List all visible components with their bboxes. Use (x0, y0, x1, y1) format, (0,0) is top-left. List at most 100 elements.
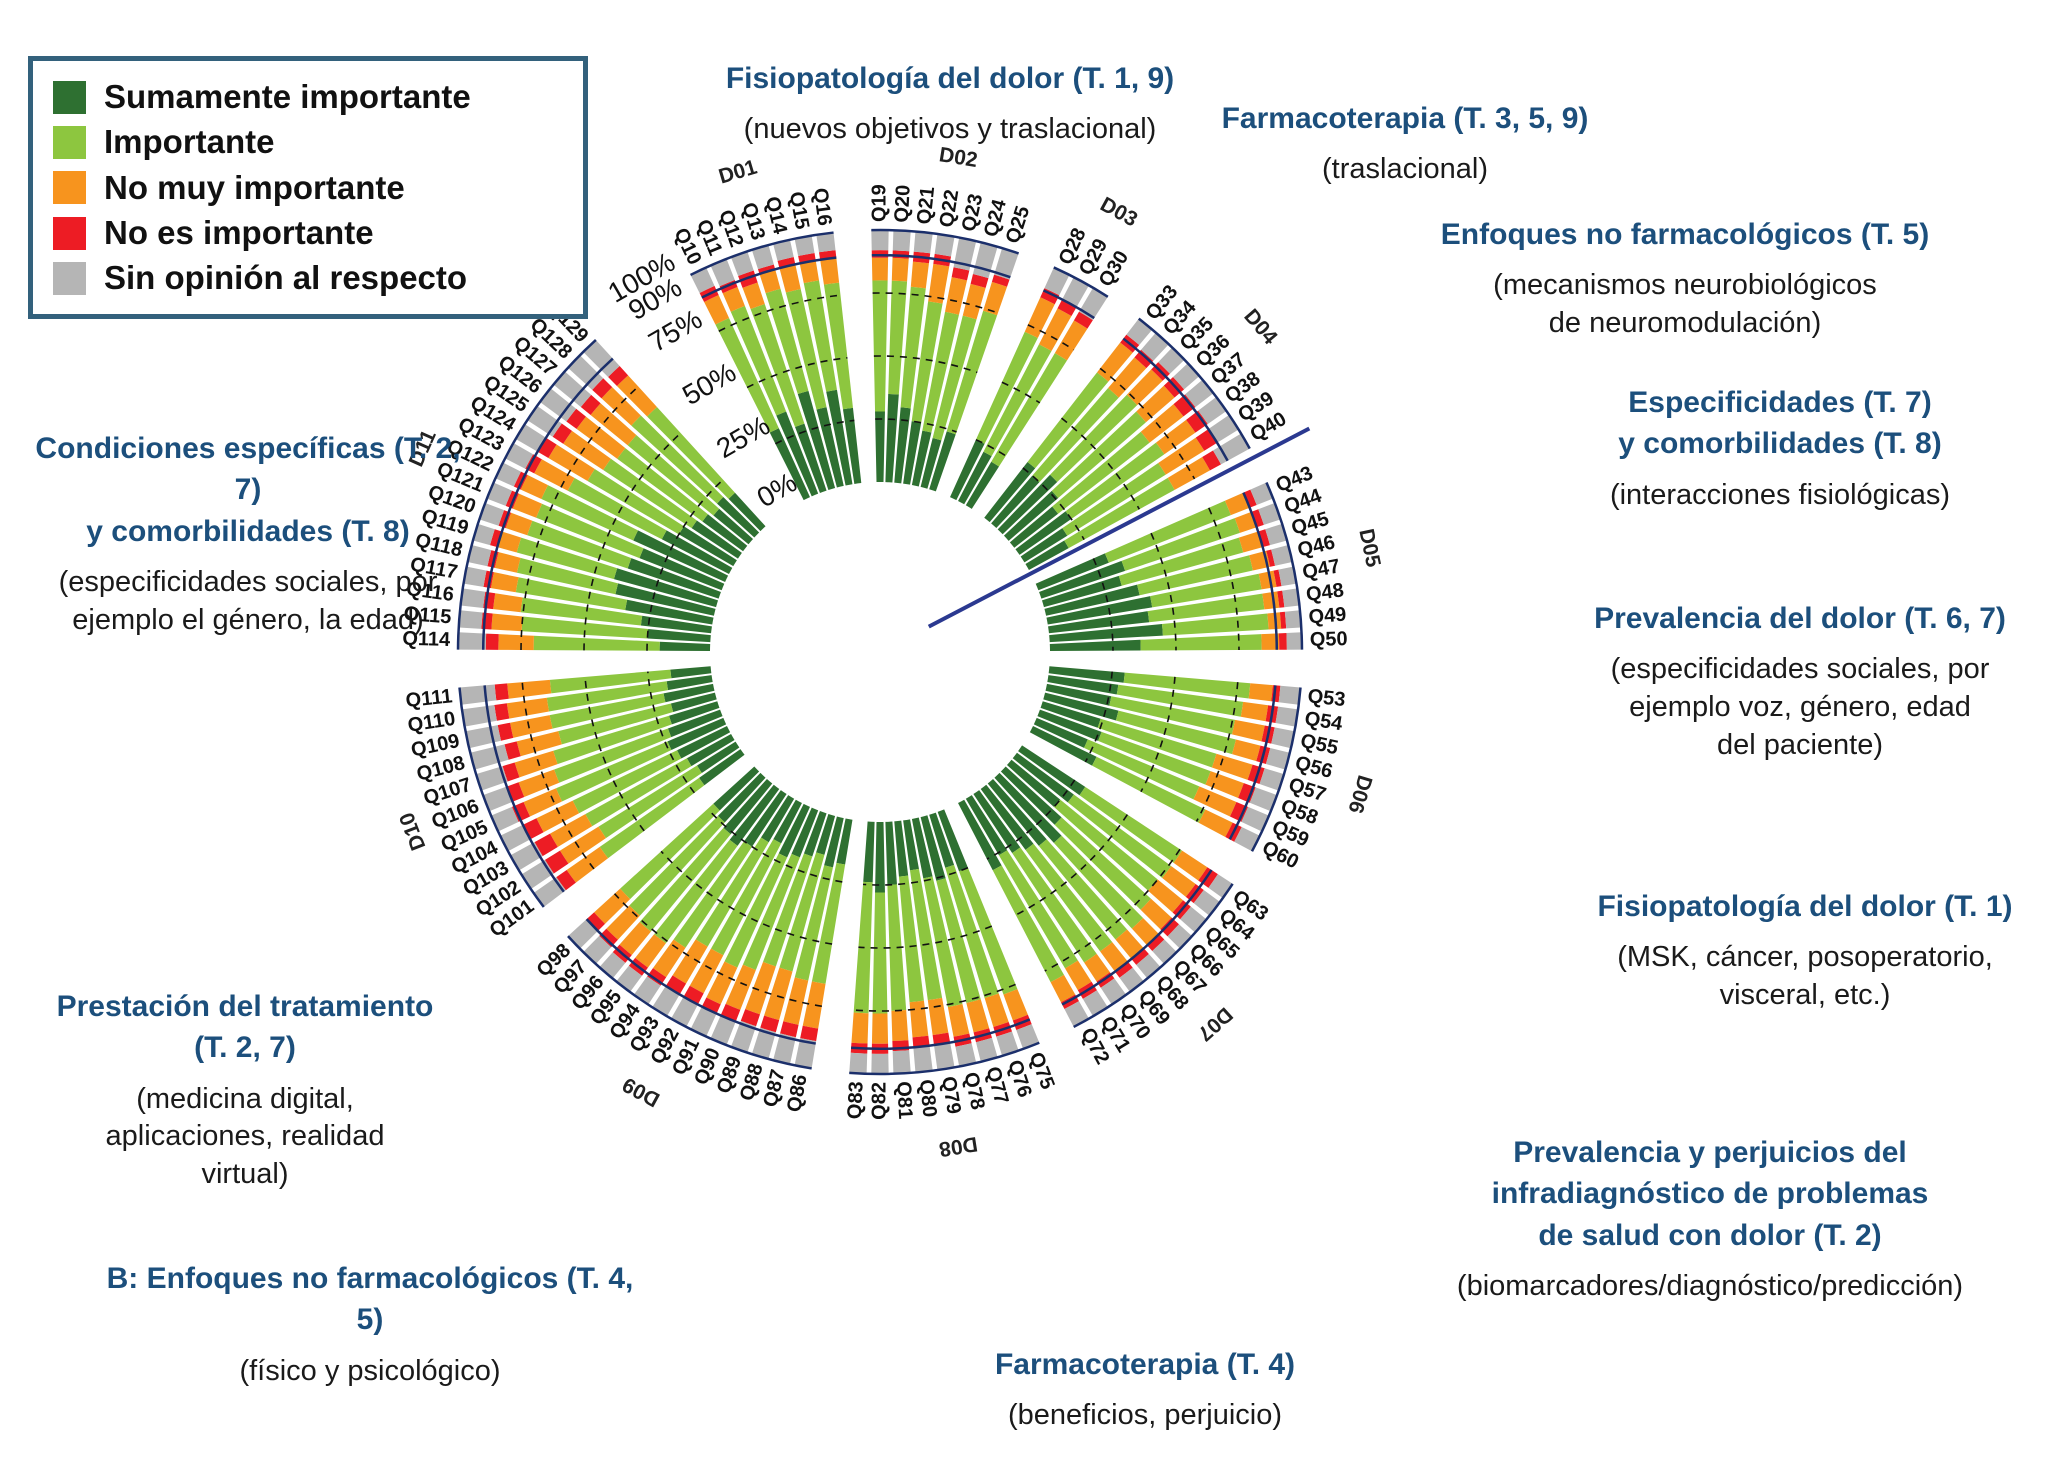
bar-segment (1062, 277, 1089, 308)
bar-segment (929, 431, 956, 492)
bar-segment (965, 461, 1000, 509)
bar-segment (1160, 917, 1179, 937)
bar-segment (1241, 806, 1269, 832)
gridline-ring (1265, 482, 1304, 650)
label-prevalencia-del-dolor-t6-7: Prevalencia del dolor (T. 6, 7) (especif… (1565, 598, 2035, 764)
bar-segment (1275, 706, 1299, 727)
bar-segment (590, 403, 637, 446)
bar-segment (1140, 404, 1184, 443)
bar-segment (955, 1043, 977, 1067)
bar-segment (970, 274, 989, 288)
bar-segment (1054, 320, 1088, 361)
bar-segment (984, 993, 1009, 1027)
question-label: Q81 (892, 1081, 916, 1120)
bar-segment (554, 728, 672, 783)
bar-segment (911, 817, 933, 879)
label-enfoques-no-farmacologicos-t5: Enfoques no farmacológicos (T. 5) (mecan… (1400, 214, 1970, 343)
annotation-title: Farmacoterapia (T. 3, 5, 9) (1221, 102, 1589, 135)
bar-segment (1173, 850, 1208, 881)
bar-segment (1092, 756, 1206, 823)
bar-segment (724, 853, 788, 968)
bar-segment (461, 704, 497, 727)
bar-segment (1020, 528, 1068, 563)
bar-segment (816, 813, 836, 855)
bar-segment (1006, 759, 1061, 807)
bar-segment (558, 703, 674, 745)
bar-segment (898, 875, 924, 1003)
gridline-dashed (647, 671, 695, 794)
bar-segment (539, 388, 577, 422)
bar-segment (777, 256, 796, 269)
bar-segment (479, 502, 505, 526)
annotation-title: Farmacoterapia (T. 4) (994, 1348, 1296, 1381)
domain-label: D04 (1239, 305, 1282, 349)
bar-segment (518, 769, 560, 798)
bar-segment (497, 531, 522, 553)
bar-segment (1134, 349, 1154, 369)
bar-segment (1282, 588, 1300, 608)
bar-segment (776, 411, 819, 497)
question-label: Q114 (402, 628, 451, 651)
bar-segment (576, 416, 626, 459)
gridline-dashed (775, 419, 855, 445)
bar-segment (459, 684, 497, 705)
bar-segment (1109, 696, 1236, 735)
legend-swatch-gray-icon (53, 261, 86, 295)
bar-segment (1067, 794, 1172, 878)
bar-segment (613, 568, 719, 608)
bar-segment (1048, 666, 1125, 683)
bar-segment (470, 744, 509, 770)
bar-segment (567, 477, 667, 540)
gridline-dashed (1001, 381, 1041, 404)
bar-segment (1258, 529, 1270, 548)
bar-segment (892, 1050, 911, 1074)
bar-segment (871, 230, 889, 251)
gridline-ring (458, 687, 545, 908)
bar-segment (580, 394, 601, 415)
bar-segment (972, 242, 998, 279)
bar-segment (1079, 786, 1183, 863)
bar-segment (1213, 433, 1250, 465)
bar-segment (1155, 419, 1196, 455)
bar-segment (1232, 739, 1261, 762)
bar-segment (803, 280, 837, 392)
bar-segment (824, 816, 844, 868)
gridline-dashed (1208, 507, 1240, 650)
marker-line (927, 426, 1311, 629)
bar-segment (1266, 549, 1276, 567)
bar-segment (725, 964, 756, 1010)
bar-segment (1052, 431, 1150, 514)
bar-segment (1238, 783, 1256, 803)
bar-segment (903, 421, 922, 485)
bar-segment (744, 790, 787, 847)
bar-segment (894, 407, 911, 484)
bar-segment (936, 878, 981, 1004)
bar-segment (567, 919, 598, 949)
bar-segment (677, 726, 731, 759)
bar-segment (730, 251, 754, 277)
domain-label: D06 (1343, 772, 1376, 815)
annotation-subtitle: (especificidades sociales, por ejemplo v… (1610, 653, 1990, 761)
question-label: Q21 (913, 186, 939, 226)
question-label: Q49 (1308, 604, 1347, 629)
gridline-dashed (862, 867, 969, 886)
bar-segment (1045, 683, 1112, 706)
bar-segment (627, 435, 720, 516)
bar-segment (1108, 357, 1147, 398)
bar-segment (1248, 683, 1273, 702)
gridline-dashed (583, 432, 682, 651)
gridline-ring (849, 1041, 1040, 1076)
bar-segment (549, 669, 672, 694)
bar-segment (1265, 523, 1288, 546)
bar-segment (1185, 379, 1214, 408)
gridline-dashed (875, 418, 957, 433)
bar-segment (759, 269, 781, 294)
bar-segment (826, 389, 853, 486)
question-label: Q19 (868, 184, 890, 222)
bar-segment (1234, 511, 1257, 533)
bar-segment (851, 1012, 869, 1044)
domain-label: D03 (1096, 193, 1141, 232)
bar-segment (717, 772, 766, 823)
bar-segment (534, 833, 558, 857)
bar-segment (699, 749, 745, 786)
